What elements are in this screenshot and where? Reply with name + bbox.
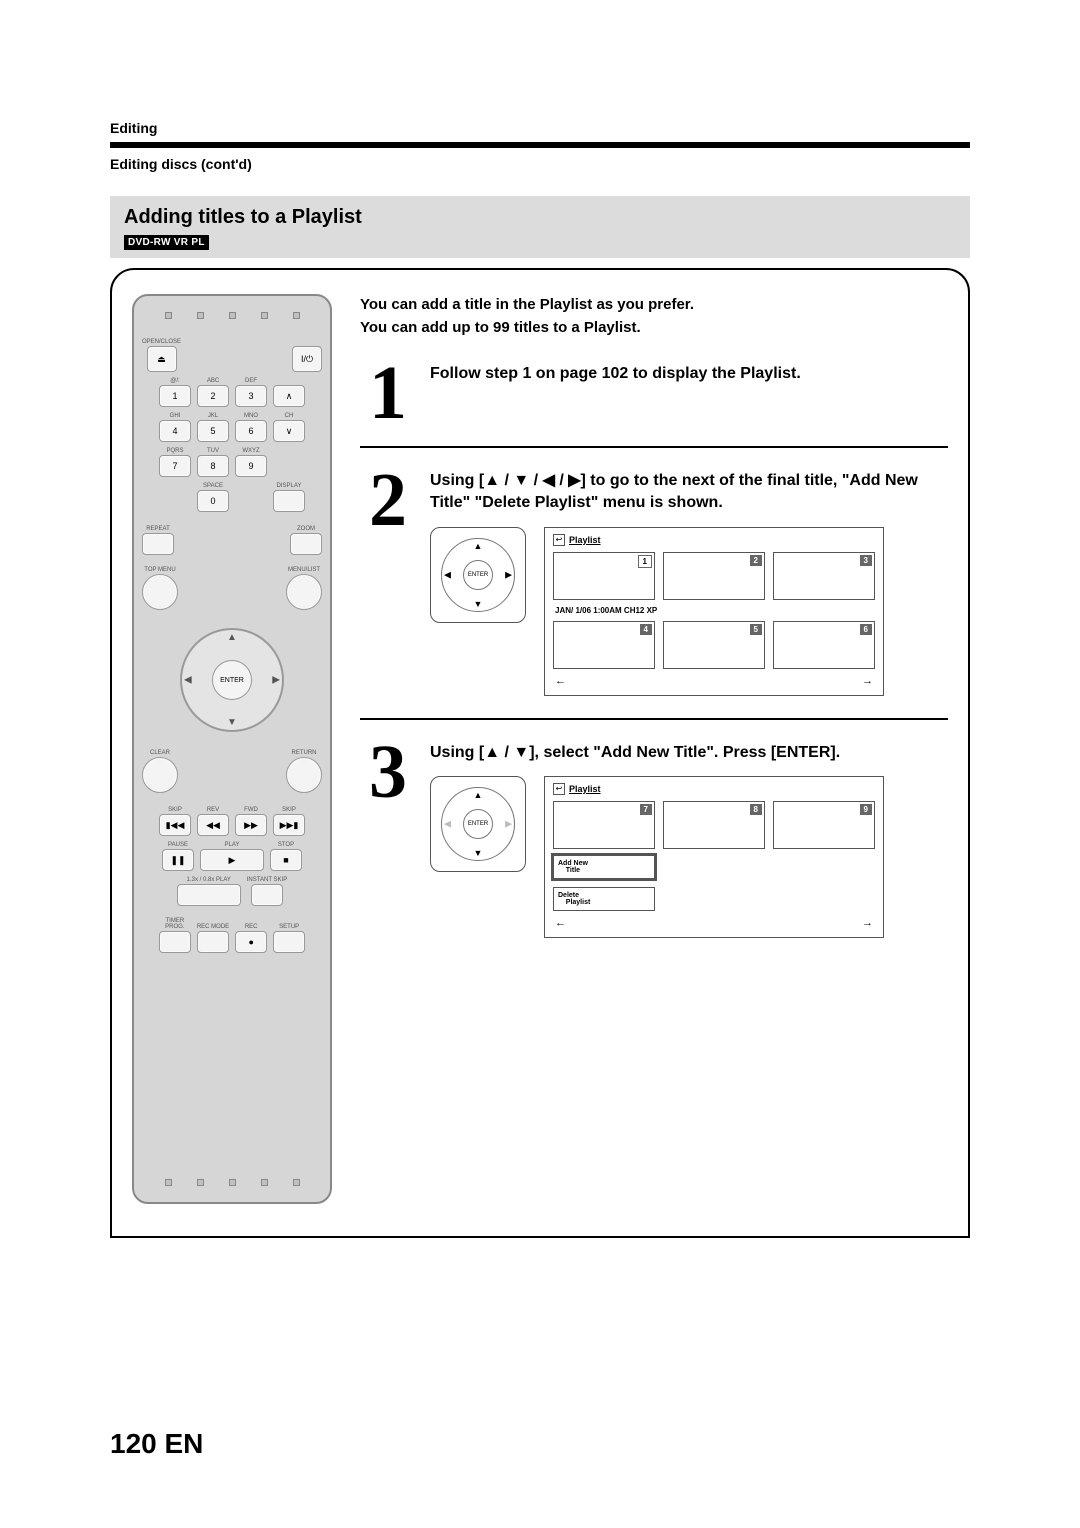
intro-line2: You can add up to 99 titles to a Playlis…	[360, 319, 641, 336]
intro-line1: You can add a title in the Playlist as y…	[360, 296, 694, 313]
nav-left-icon: ←	[555, 917, 566, 929]
ch-up-icon: ∧	[273, 385, 305, 407]
return-icon: ↩	[553, 783, 565, 795]
divider	[360, 446, 948, 448]
page-number: 120 EN	[110, 1428, 203, 1460]
return-icon: ↩	[553, 534, 565, 546]
rev-icon: ◀◀	[197, 814, 229, 836]
playlist-screen-1: ↩ Playlist 1 2 3 JAN/ 1/06 1:00AM CH12 X…	[544, 527, 884, 696]
step-1: 1 Follow step 1 on page 102 to display t…	[360, 363, 948, 424]
delete-playlist-option: Delete Playlist	[553, 887, 655, 911]
step-2-number: 2	[360, 470, 416, 696]
step-1-number: 1	[360, 363, 416, 424]
pause-icon: ❚❚	[162, 849, 194, 871]
step-3-number: 3	[360, 742, 416, 938]
dpad-diagram: ▲ ▼ ◀ ▶ ENTER	[430, 527, 526, 623]
ch-down-icon: ∨	[273, 420, 305, 442]
playlist-caption: JAN/ 1/06 1:00AM CH12 XP	[555, 606, 875, 615]
breadcrumb-1: Editing	[110, 120, 970, 136]
step-2-text: Using [▲ / ▼ / ◀ / ▶] to go to the next …	[430, 470, 948, 515]
remote-illustration: OPEN/CLOSE⏏ I/⏻ @/:1 ABC2 DEF3 ∧ GHI4 JK…	[132, 294, 332, 1204]
nav-right-icon: →	[862, 917, 873, 929]
disc-badge: DVD-RW VR PL	[124, 235, 209, 250]
playlist-screen-2: ↩ Playlist 7 8 9 Add New Title Delete Pl…	[544, 776, 884, 938]
section-title: Adding titles to a Playlist	[124, 206, 956, 229]
fwd-icon: ▶▶	[235, 814, 267, 836]
breadcrumb-2: Editing discs (cont'd)	[110, 156, 970, 172]
nav-right-icon: →	[862, 675, 873, 687]
skip-back-icon: ▮◀◀	[159, 814, 191, 836]
play-icon: ▶	[200, 849, 264, 871]
step-2: 2 Using [▲ / ▼ / ◀ / ▶] to go to the nex…	[360, 470, 948, 696]
section-band: Adding titles to a Playlist DVD-RW VR PL	[110, 196, 970, 258]
add-new-title-option: Add New Title	[553, 855, 655, 879]
power-icon: I/⏻	[292, 346, 322, 372]
dpad-diagram: ▲ ▼ ◀ ▶ ENTER	[430, 776, 526, 872]
header-divider	[110, 142, 970, 148]
skip-fwd-icon: ▶▶▮	[273, 814, 305, 836]
step-3: 3 Using [▲ / ▼], select "Add New Title".…	[360, 742, 948, 938]
content-card: OPEN/CLOSE⏏ I/⏻ @/:1 ABC2 DEF3 ∧ GHI4 JK…	[110, 268, 970, 1238]
remote-dpad: ▲ ▼ ◀ ▶ ENTER	[172, 620, 292, 740]
stop-icon: ■	[270, 849, 302, 871]
divider	[360, 718, 948, 720]
eject-icon: ⏏	[147, 346, 177, 372]
step-3-text: Using [▲ / ▼], select "Add New Title". P…	[430, 742, 948, 764]
step-1-text: Follow step 1 on page 102 to display the…	[430, 363, 948, 385]
rec-icon: ●	[235, 931, 267, 953]
nav-left-icon: ←	[555, 675, 566, 687]
